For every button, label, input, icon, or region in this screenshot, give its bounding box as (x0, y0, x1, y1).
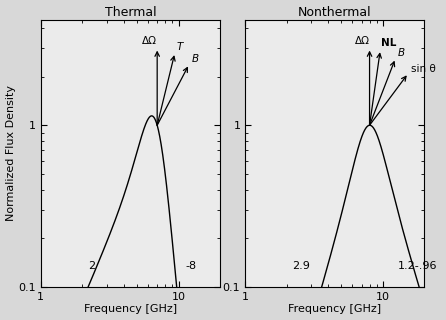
Text: B: B (192, 54, 199, 64)
Y-axis label: Normalized Flux Density: Normalized Flux Density (5, 85, 16, 221)
Text: ΔΩ: ΔΩ (142, 36, 157, 46)
Title: Nonthermal: Nonthermal (298, 5, 372, 19)
Text: sin θ: sin θ (411, 64, 436, 74)
X-axis label: Frequency [GHz]: Frequency [GHz] (288, 304, 381, 315)
Text: -8: -8 (185, 261, 196, 271)
Text: 1.2-.96: 1.2-.96 (398, 261, 437, 271)
Text: B: B (398, 48, 405, 58)
Title: Thermal: Thermal (104, 5, 156, 19)
Text: T: T (176, 42, 183, 52)
X-axis label: Frequency [GHz]: Frequency [GHz] (84, 304, 177, 315)
Text: ΔΩ: ΔΩ (355, 36, 370, 46)
Text: 2.9: 2.9 (293, 261, 310, 271)
Text: 2: 2 (88, 261, 95, 271)
Text: NL: NL (381, 38, 396, 48)
